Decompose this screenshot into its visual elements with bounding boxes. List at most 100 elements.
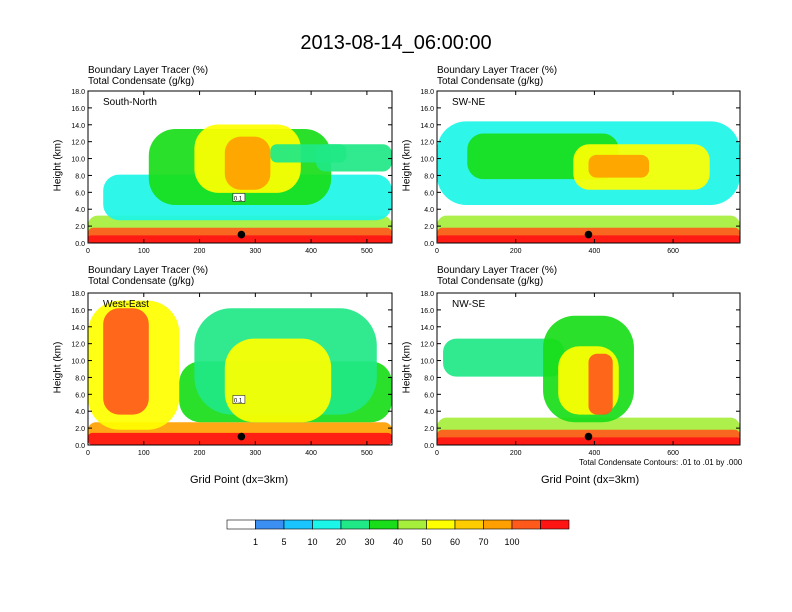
- y-tick-label: 6.0: [75, 392, 85, 399]
- x-tick-label: 200: [510, 450, 522, 457]
- y-tick-label: 10.0: [420, 359, 434, 366]
- panel-name-label: SW-NE: [452, 97, 485, 108]
- colorbar-label: 1: [253, 537, 258, 547]
- y-tick-label: 18.0: [420, 89, 434, 96]
- y-tick-label: 16.0: [71, 106, 85, 113]
- x-axis-title: Grid Point (dx=3km): [190, 474, 289, 486]
- colorbar-swatch: [283, 519, 313, 530]
- colorbar-swatch: [511, 519, 541, 530]
- plot-frame: [436, 90, 741, 244]
- location-marker: [584, 230, 593, 239]
- tracer-field-region: [437, 235, 740, 243]
- colorbar-swatch: [454, 519, 484, 530]
- x-tick-label: 100: [138, 450, 150, 457]
- panel-variable-label: Boundary Layer Tracer (%): [88, 265, 209, 276]
- y-tick-label: 2.0: [424, 224, 434, 231]
- y-tick-label: 2.0: [424, 426, 434, 433]
- y-tick-label: 12.0: [71, 140, 85, 147]
- y-tick-label: 14.0: [71, 123, 85, 130]
- x-tick-label: 400: [305, 450, 317, 457]
- panel-sw-ne: 0.0 2.0 4.0 6.0 8.0 10.0 12.0 14.0 16.0 18.0 0 200 4…: [420, 89, 741, 255]
- y-tick-label: 0.0: [75, 241, 85, 248]
- y-tick-label: 16.0: [420, 308, 434, 315]
- x-axis-title: Grid Point (dx=3km): [541, 474, 640, 486]
- colorbar-swatch: [483, 519, 513, 530]
- x-tick-label: 0: [86, 248, 90, 255]
- y-tick-label: 10.0: [71, 359, 85, 366]
- x-tick-label: 0: [86, 450, 90, 457]
- y-tick-label: 8.0: [75, 375, 85, 382]
- y-tick-label: 4.0: [75, 207, 85, 214]
- x-tick-label: 300: [249, 248, 261, 255]
- contour-note: Total Condensate Contours: .01 to .01 by…: [579, 458, 743, 467]
- x-tick-label: 600: [667, 450, 679, 457]
- y-tick-label: 12.0: [71, 342, 85, 349]
- location-marker: [584, 432, 593, 441]
- tracer-field-region: [316, 144, 392, 172]
- colorbar-label: 60: [450, 537, 460, 547]
- y-tick-label: 18.0: [71, 291, 85, 298]
- y-tick-label: 2.0: [75, 426, 85, 433]
- tracer-field-region: [88, 235, 392, 243]
- colorbar-label: 100: [504, 537, 519, 547]
- y-tick-label: 8.0: [424, 173, 434, 180]
- y-tick-label: 14.0: [420, 325, 434, 332]
- panel-south-north: 0.0 2.0 4.0 6.0 8.0 10.0 12.0 14.0 16.0 18.0 0 100 2…: [71, 89, 393, 255]
- plot-frame: [87, 90, 393, 244]
- y-tick-label: 16.0: [71, 308, 85, 315]
- tracer-field-region: [224, 338, 332, 423]
- panel-name-label: South-North: [103, 97, 157, 108]
- panel-variable-label: Boundary Layer Tracer (%): [437, 65, 558, 76]
- x-tick-label: 300: [249, 450, 261, 457]
- y-tick-label: 16.0: [420, 106, 434, 113]
- colorbar-swatch: [226, 519, 256, 530]
- panel-variable-label: Total Condensate (g/kg): [88, 276, 195, 287]
- x-tick-label: 100: [138, 248, 150, 255]
- colorbar-swatch: [255, 519, 285, 530]
- y-tick-label: 8.0: [75, 173, 85, 180]
- x-tick-label: 0: [435, 450, 439, 457]
- tracer-field-region: [437, 437, 740, 445]
- contour-label-box: [232, 395, 246, 404]
- y-tick-label: 0.0: [75, 443, 85, 450]
- y-tick-label: 10.0: [71, 157, 85, 164]
- colorbar-swatch: [369, 519, 399, 530]
- colorbar-label: 70: [478, 537, 488, 547]
- y-tick-label: 6.0: [75, 190, 85, 197]
- panel-nw-se: 0.0 2.0 4.0 6.0 8.0 10.0 12.0 14.0 16.0 18.0 0 200 4…: [420, 291, 741, 457]
- y-tick-label: 10.0: [420, 157, 434, 164]
- panel-name-label: NW-SE: [452, 299, 485, 310]
- x-tick-label: 200: [510, 248, 522, 255]
- colorbar-swatch: [397, 519, 427, 530]
- y-tick-label: 4.0: [424, 207, 434, 214]
- contour-label: 0.1: [234, 398, 243, 404]
- y-tick-label: 18.0: [420, 291, 434, 298]
- location-marker: [237, 230, 246, 239]
- y-tick-label: 6.0: [424, 392, 434, 399]
- panel-name-label: West-East: [103, 299, 149, 310]
- colorbar: 1 5 10 20 30 40 50 60 70 100: [226, 519, 570, 547]
- panel-variable-label: Boundary Layer Tracer (%): [88, 65, 209, 76]
- y-tick-label: 0.0: [424, 443, 434, 450]
- colorbar-label: 10: [307, 537, 317, 547]
- colorbar-swatch: [312, 519, 342, 530]
- plot-frame: [436, 292, 741, 446]
- y-tick-label: 4.0: [75, 409, 85, 416]
- tracer-field-region: [443, 338, 565, 377]
- tracer-field-region: [588, 154, 650, 178]
- y-tick-label: 12.0: [420, 140, 434, 147]
- panel-variable-label: Total Condensate (g/kg): [437, 276, 544, 287]
- x-tick-label: 500: [361, 248, 373, 255]
- y-tick-label: 2.0: [75, 224, 85, 231]
- tracer-field-region: [103, 308, 149, 415]
- plot-frame: [87, 292, 393, 446]
- x-tick-label: 600: [667, 248, 679, 255]
- y-tick-label: 4.0: [424, 409, 434, 416]
- colorbar-swatch: [340, 519, 370, 530]
- y-tick-label: 12.0: [420, 342, 434, 349]
- x-tick-label: 200: [194, 248, 206, 255]
- panel-variable-label: Boundary Layer Tracer (%): [437, 265, 558, 276]
- colorbar-label: 50: [421, 537, 431, 547]
- panel-west-east: 0.0 2.0 4.0 6.0 8.0 10.0 12.0 14.0 16.0 18.0 0 100 2…: [71, 291, 393, 457]
- x-tick-label: 500: [361, 450, 373, 457]
